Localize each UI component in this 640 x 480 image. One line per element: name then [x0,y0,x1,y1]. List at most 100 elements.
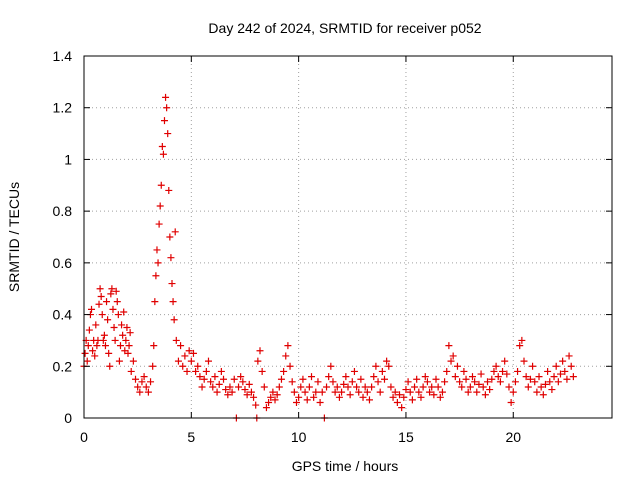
data-point [370,373,378,381]
data-point [192,367,200,375]
data-point [357,375,365,383]
data-point [104,316,112,324]
chart-title: Day 242 of 2024, SRMTID for receiver p05… [208,20,481,36]
data-points [80,93,577,422]
data-point [408,396,416,404]
data-point [511,378,519,386]
data-point [96,285,104,293]
data-point [494,373,502,381]
data-point [92,321,100,329]
data-point [505,383,513,391]
data-point [256,347,264,355]
data-point [350,367,358,375]
data-point [559,357,567,365]
y-tick-label: 0 [64,410,72,426]
data-point [235,383,243,391]
data-point [481,391,489,399]
data-point [479,383,487,391]
data-point [333,383,341,391]
data-point [97,292,105,300]
data-point [267,393,275,401]
data-point [273,391,281,399]
data-point [116,342,124,350]
data-point [230,375,238,383]
data-point [284,342,292,350]
data-point [488,375,496,383]
data-point [411,383,419,391]
data-point [81,349,89,357]
data-point [430,391,438,399]
data-point [325,373,333,381]
data-point [211,373,219,381]
data-point [417,393,425,401]
data-point [163,104,171,112]
data-point [514,367,522,375]
data-point [368,383,376,391]
data-point [531,378,539,386]
data-point [204,357,212,365]
data-point [120,308,128,316]
data-point [507,398,515,406]
data-point [149,362,157,370]
data-point [323,383,331,391]
data-point [262,404,270,412]
data-point [342,373,350,381]
data-point [209,383,217,391]
data-point [561,367,569,375]
data-point [432,375,440,383]
data-point [207,378,215,386]
data-point [380,375,388,383]
data-point [107,290,115,298]
data-point [213,388,221,396]
data-point [335,393,343,401]
data-point [316,398,324,406]
data-point [400,393,408,401]
data-point [329,378,337,386]
data-point [338,388,346,396]
data-point [305,383,313,391]
data-point [477,370,485,378]
data-point [172,336,180,344]
data-point [464,388,472,396]
data-point [98,311,106,319]
data-point [114,311,122,319]
data-point [162,93,170,101]
data-point [290,388,298,396]
data-point [466,383,474,391]
data-point [101,342,109,350]
data-point [441,378,449,386]
data-point [443,367,451,375]
data-point [168,280,176,288]
data-point [103,298,111,306]
data-point [310,393,318,401]
data-point [277,375,285,383]
data-point [110,324,118,331]
data-point [556,370,564,378]
data-point [451,373,459,381]
data-point [189,349,197,357]
data-point [243,391,251,399]
x-tick-label: 15 [398,429,414,445]
y-axis-label: SRMTID / TECUs [6,182,22,292]
data-point [518,336,526,344]
data-point [88,305,96,313]
data-point [516,342,524,350]
data-point [546,378,554,386]
data-point [544,367,552,375]
data-point [111,336,119,344]
data-point [365,396,373,404]
x-axis-label: GPS time / hours [292,458,399,474]
data-point [421,373,429,381]
data-point [119,331,127,339]
data-point [299,375,307,383]
data-point [419,383,427,391]
data-point [91,352,99,360]
data-point [241,386,249,394]
data-point [550,373,558,381]
data-point [108,285,116,293]
data-point [565,352,573,360]
data-point [537,383,545,391]
data-point [275,383,283,391]
data-point [499,367,507,375]
